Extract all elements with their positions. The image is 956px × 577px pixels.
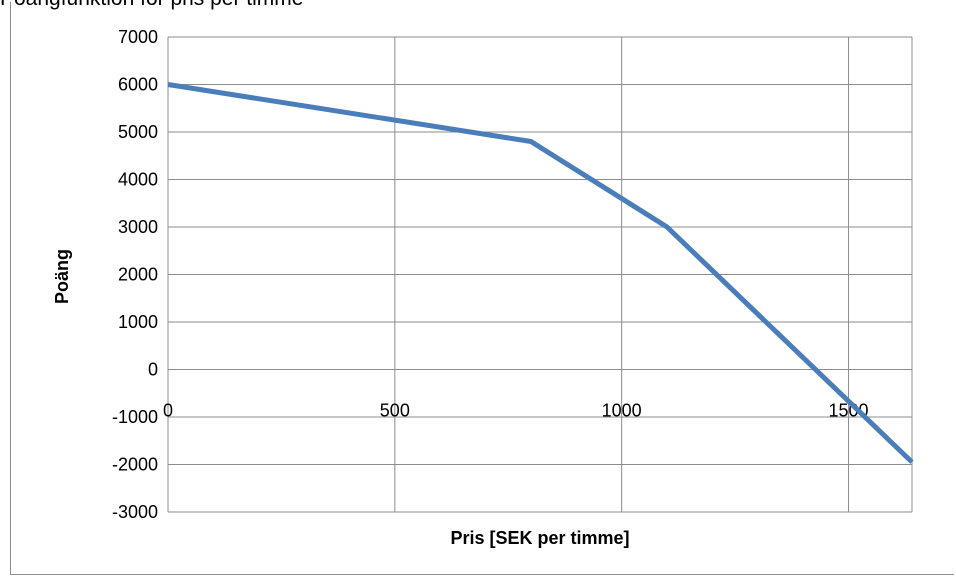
chart-frame xyxy=(10,2,954,575)
x-tick-label: 0 xyxy=(163,401,173,421)
y-axis-title: Poäng xyxy=(52,249,72,304)
y-tick-label: 4000 xyxy=(118,170,158,190)
x-tick-label: 500 xyxy=(380,401,410,421)
y-tick-label: 5000 xyxy=(118,122,158,142)
y-tick-label: 3000 xyxy=(118,217,158,237)
y-tick-label: -3000 xyxy=(112,502,158,522)
x-axis-title: Pris [SEK per timme] xyxy=(450,528,629,548)
y-tick-label: 0 xyxy=(148,360,158,380)
y-tick-label: -2000 xyxy=(112,455,158,475)
y-axis-ticks: 7000 6000 5000 4000 3000 2000 1000 0 -1000 -2000 -… xyxy=(112,27,158,522)
series-layer xyxy=(167,82,914,464)
y-tick-label: -1000 xyxy=(112,407,158,427)
x-axis-ticks: 0 500 1000 1500 xyxy=(163,401,869,421)
y-tick-label: 2000 xyxy=(118,265,158,285)
gridlines xyxy=(167,36,913,513)
y-tick-label: 7000 xyxy=(118,27,158,47)
x-tick-label: 1500 xyxy=(828,401,868,421)
series-line-0 xyxy=(167,82,914,464)
y-tick-label: 1000 xyxy=(118,312,158,332)
y-tick-label: 6000 xyxy=(118,75,158,95)
x-tick-label: 1000 xyxy=(602,401,642,421)
cropped-title-text: Poängfunktion för pris per timme xyxy=(0,0,303,11)
